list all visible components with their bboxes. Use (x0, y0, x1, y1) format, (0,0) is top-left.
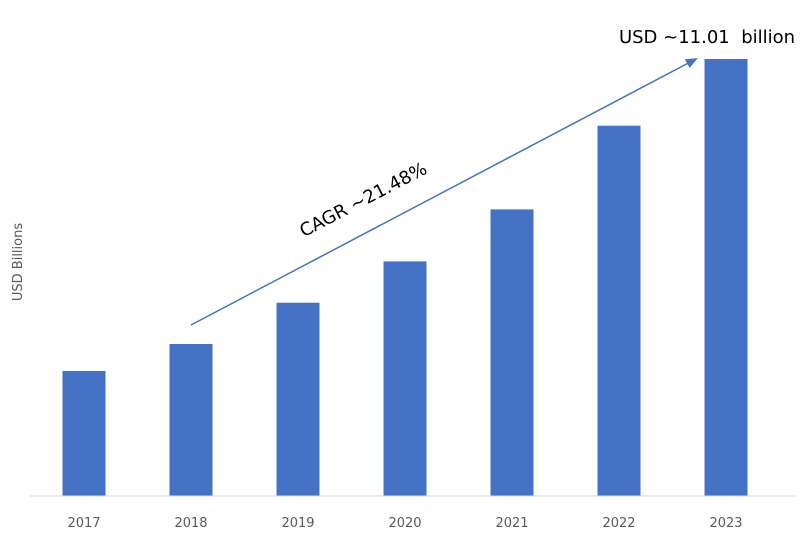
end-value-annotation: USD ~11.01 billion (619, 27, 795, 48)
bar-2023 (704, 59, 748, 496)
bar-2017 (62, 371, 106, 496)
bars-group (62, 59, 748, 496)
bar-2022 (597, 125, 641, 496)
x-tick-label-2023: 2023 (709, 516, 742, 531)
x-tick-label-2020: 2020 (388, 516, 421, 531)
bar-2021 (490, 209, 534, 496)
x-tick-label-2018: 2018 (174, 516, 207, 531)
bar-2019 (276, 302, 320, 496)
cagr-arrow (190, 58, 698, 326)
x-tick-label-2017: 2017 (67, 516, 100, 531)
bar-2020 (383, 261, 427, 496)
cagr-annotation: CAGR ~21.48% (296, 158, 430, 241)
x-tick-label-2021: 2021 (495, 516, 528, 531)
x-tick-labels: 2017 2018 2019 2020 2021 2022 2023 (67, 516, 742, 531)
x-tick-label-2022: 2022 (602, 516, 635, 531)
bar-2018 (169, 344, 213, 496)
y-axis-title: USD Billions (11, 223, 26, 301)
x-tick-label-2019: 2019 (281, 516, 314, 531)
